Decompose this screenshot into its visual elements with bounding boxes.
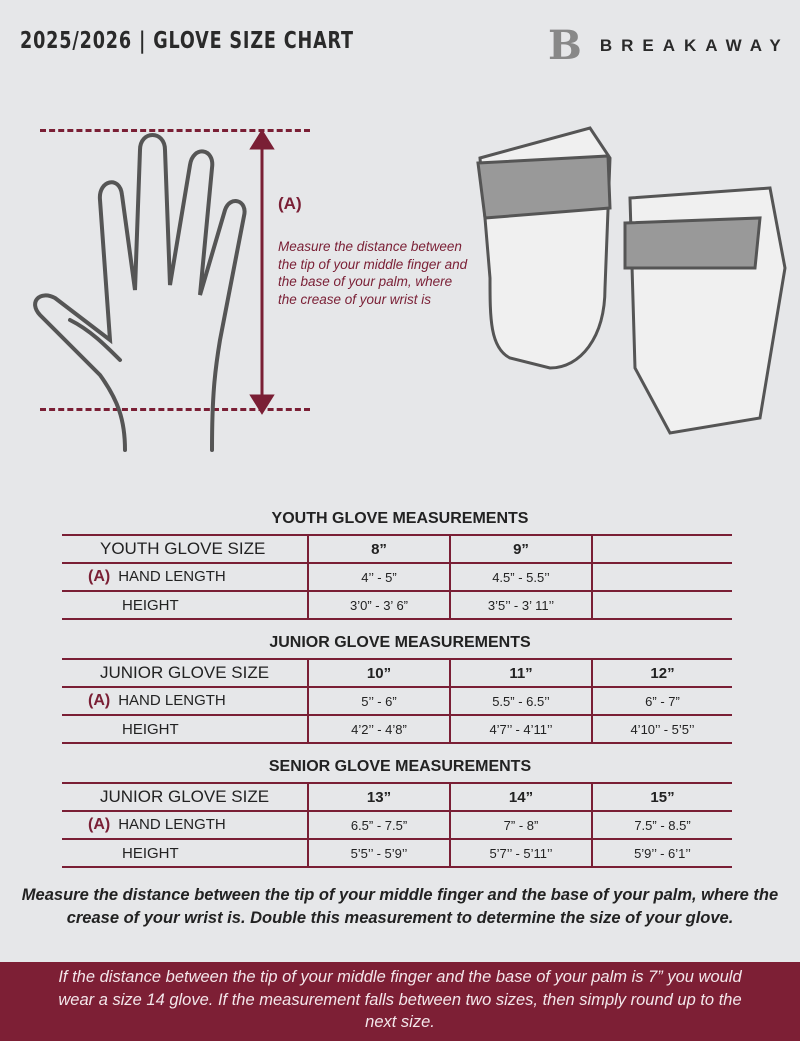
cell: [591, 590, 732, 620]
table-row: HEIGHT 4’2’’ - 4’8” 4’7’’ - 4’11’’ 4’10’’ -…: [62, 714, 732, 744]
top-dashed-line: [40, 129, 310, 132]
cell: 6.5” - 7.5”: [307, 810, 450, 840]
junior-title: JUNIOR GLOVE MEASUREMENTS: [269, 634, 531, 651]
cell: 5’7’’ - 5’11’’: [449, 838, 592, 868]
measurement-note: Measure the distance between the tip of …: [21, 886, 779, 927]
cell: 4’7’’ - 4’11’’: [449, 714, 592, 744]
cell: 3’5’’ - 3’ 11’’: [449, 590, 592, 620]
cell: 5’’ - 6”: [307, 686, 450, 716]
glove-icon: [476, 126, 787, 435]
youth-table: YOUTH GLOVE SIZE 8” 9” (A) HAND LENGTH 4’’ -…: [62, 534, 732, 620]
cell: 4’10’’ - 5’5’’: [591, 714, 732, 744]
size-cell: 13”: [307, 782, 450, 812]
table-row: HEIGHT 3’0” - 3’ 6” 3’5’’ - 3’ 11’’: [62, 590, 732, 620]
cell: 5.5” - 6.5’’: [449, 686, 592, 716]
cell: 6” - 7”: [591, 686, 732, 716]
footer-band: If the distance between the tip of your …: [0, 962, 800, 1041]
b-logo-icon: B: [548, 22, 582, 69]
senior-table: JUNIOR GLOVE SIZE 13” 14” 15” (A) HAND LENGT…: [62, 782, 732, 868]
hand-length-label: (A) HAND LENGTH: [62, 686, 308, 716]
size-label: JUNIOR GLOVE SIZE: [62, 782, 308, 812]
size-cell: 9”: [449, 534, 592, 564]
measurement-label: (A): [278, 194, 302, 213]
bottom-dashed-line: [40, 408, 310, 411]
size-cell: 8”: [307, 534, 450, 564]
table-row: (A) HAND LENGTH 6.5” - 7.5” 7” - 8” 7.5” - 8…: [62, 810, 732, 840]
page-title: 2025/2026 | GLOVE SIZE CHART: [20, 28, 354, 54]
hand-diagram: [33, 129, 275, 452]
height-label: HEIGHT: [62, 714, 308, 744]
glove-illustration: [476, 126, 787, 435]
brand-logo: B BREAKAWAY: [548, 22, 790, 69]
size-cell: 11”: [449, 658, 592, 688]
size-cell: 12”: [591, 658, 732, 688]
cell: 4.5” - 5.5’’: [449, 562, 592, 592]
size-cell: [591, 534, 732, 564]
footer-text: If the distance between the tip of your …: [58, 968, 742, 1031]
hand-outline-icon: [33, 133, 247, 452]
cell: 4’’ - 5”: [307, 562, 450, 592]
table-row: HEIGHT 5’5’’ - 5’9’’ 5’7’’ - 5’11’’ 5’9’’ -…: [62, 838, 732, 868]
label-text: HAND LENGTH: [118, 692, 226, 709]
table-row: (A) HAND LENGTH 5’’ - 6” 5.5” - 6.5’’ 6” - 7…: [62, 686, 732, 716]
height-label: HEIGHT: [62, 590, 308, 620]
hand-length-label: (A) HAND LENGTH: [62, 562, 308, 592]
senior-title: SENIOR GLOVE MEASUREMENTS: [268, 758, 532, 775]
cell: 5’9’’ - 6’1’’: [591, 838, 732, 868]
cell: [591, 562, 732, 592]
brand-name: BREAKAWAY: [599, 35, 790, 55]
size-cell: 14”: [449, 782, 592, 812]
table-row: JUNIOR GLOVE SIZE 10” 11” 12”: [62, 658, 732, 688]
table-row: YOUTH GLOVE SIZE 8” 9”: [62, 534, 732, 564]
size-cell: 15”: [591, 782, 732, 812]
marker: (A): [88, 692, 111, 709]
cell: 7” - 8”: [449, 810, 592, 840]
youth-title: YOUTH GLOVE MEASUREMENTS: [271, 510, 529, 527]
height-label: HEIGHT: [62, 838, 308, 868]
cell: 7.5” - 8.5”: [591, 810, 732, 840]
table-row: (A) HAND LENGTH 4’’ - 5” 4.5” - 5.5’’: [62, 562, 732, 592]
measurement-arrow-icon: [249, 129, 275, 415]
cell: 4’2’’ - 4’8”: [307, 714, 450, 744]
measurement-description: Measure the distance between the tip of …: [278, 239, 468, 307]
size-cell: 10”: [307, 658, 450, 688]
junior-table: JUNIOR GLOVE SIZE 10” 11” 12” (A) HAND LENGT…: [62, 658, 732, 744]
marker: (A): [88, 816, 111, 833]
marker: (A): [88, 568, 111, 585]
cell: 5’5’’ - 5’9’’: [307, 838, 450, 868]
label-text: HAND LENGTH: [118, 568, 226, 585]
hand-length-label: (A) HAND LENGTH: [62, 810, 308, 840]
label-text: HAND LENGTH: [118, 816, 226, 833]
size-label: YOUTH GLOVE SIZE: [62, 534, 308, 564]
size-label: JUNIOR GLOVE SIZE: [62, 658, 308, 688]
table-row: JUNIOR GLOVE SIZE 13” 14” 15”: [62, 782, 732, 812]
cell: 3’0” - 3’ 6”: [307, 590, 450, 620]
